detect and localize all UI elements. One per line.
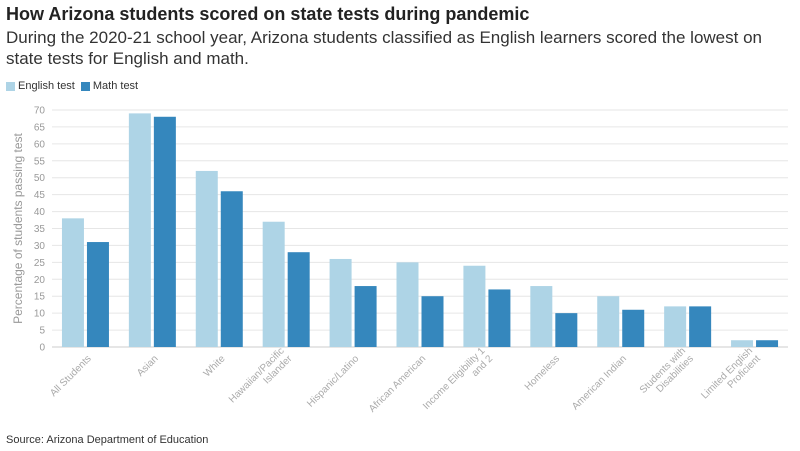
x-tick-label-line: African American [367,353,428,414]
x-tick-label: Limited EnglishProficient [699,346,763,410]
y-tick-label: 10 [34,309,46,320]
y-tick-label: 60 [34,139,46,150]
bar-english [530,286,553,347]
x-tick-label-line: All Students [48,353,94,399]
bar-math [488,289,511,347]
y-tick-label: 70 [34,106,46,117]
chart-title: How Arizona students scored on state tes… [6,4,530,24]
legend-label-english: English test [18,80,75,92]
legend-swatch-math [80,81,90,91]
bar-english [61,218,84,347]
bar-math [220,191,243,347]
bar-math [756,340,779,347]
y-tick-label: 20 [34,275,46,286]
bar-math [86,242,109,347]
chart-subtitle: During the 2020-21 school year, Arizona … [6,28,762,68]
y-tick-label: 35 [34,224,46,235]
x-tick-label: Hawaiian/PacificIslander [227,345,295,413]
x-tick-label: Asian [135,353,160,378]
y-tick-label: 55 [34,156,46,167]
bar-math [622,309,645,347]
x-tick-label-line: Asian [135,353,160,378]
bar-english [329,258,352,347]
bar-english [195,170,218,347]
bar-english [128,113,151,347]
x-tick-label-line: Homeless [523,353,562,392]
legend-item-math[interactable]: Math test [80,80,139,92]
y-tick-label: 5 [39,326,45,337]
bar-math [153,116,176,348]
x-tick-label: Homeless [523,353,562,392]
bar-math [689,306,712,347]
y-axis-title: Percentage of students passing test [11,132,25,323]
x-tick-label: Hispanic/Latino [305,353,361,409]
x-tick-label: White [202,353,228,379]
bar-math [287,252,310,347]
y-tick-label: 65 [34,122,46,133]
x-tick-label: All Students [48,353,94,399]
y-tick-label: 15 [34,292,46,303]
x-tick-label: American Indian [570,353,629,412]
y-tick-label: 0 [39,343,45,354]
bar-english [262,221,285,347]
x-tick-label-line: American Indian [570,353,629,412]
bar-math [555,313,578,347]
bar-english [597,296,620,347]
x-tick-label-line: Hispanic/Latino [305,353,361,409]
x-tick-label: African American [367,353,428,414]
x-tick-label-line: White [202,353,228,379]
y-tick-label: 40 [34,207,46,218]
y-tick-label: 30 [34,241,46,252]
legend: English test Math test [6,80,144,92]
y-tick-label: 50 [34,173,46,184]
legend-label-math: Math test [92,80,139,92]
bar-english [463,265,486,347]
bar-math [354,286,377,347]
source-note: Source: Arizona Department of Education [6,434,209,446]
bar-math [421,296,444,347]
bar-english [731,340,754,347]
x-tick-label: Students withDisabilities [638,346,696,404]
y-tick-label: 25 [34,258,46,269]
x-tick-label: Income Eligibility 1and 2 [421,345,495,419]
bar-english [396,262,419,347]
legend-swatch-english [6,81,15,91]
bar-english [664,306,687,347]
y-tick-label: 45 [34,190,46,201]
legend-item-english[interactable]: English test [6,80,75,92]
